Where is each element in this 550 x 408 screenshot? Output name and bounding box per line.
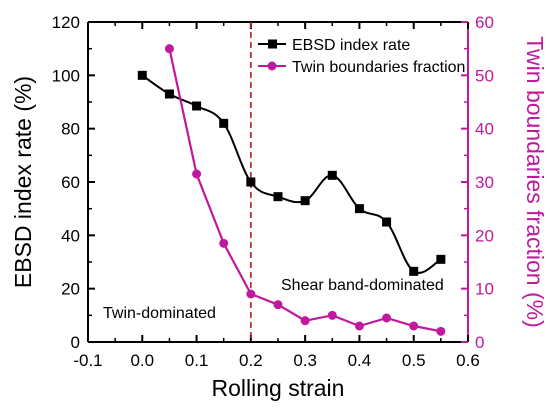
x-tick-label: 0.0 (130, 351, 154, 370)
twin-point (382, 313, 392, 323)
ebsd-point (409, 266, 419, 276)
y-right-tick-label: 30 (475, 173, 494, 192)
x-tick-label: 0.3 (293, 351, 317, 370)
ebsd-point (219, 118, 229, 128)
legend-label-ebsd: EBSD index rate (292, 37, 410, 54)
y-left-tick-label: 100 (52, 66, 80, 85)
ebsd-point (192, 101, 202, 111)
y-left-tick-label: 40 (61, 226, 80, 245)
y-left-tick-label: 80 (61, 120, 80, 139)
y-left-tick-label: 20 (61, 280, 80, 299)
ebsd-point (164, 89, 174, 99)
y-right-tick-label: 10 (475, 280, 494, 299)
y-left-tick-label: 0 (71, 333, 80, 352)
twin-point (327, 310, 337, 320)
y-right-axis-title: Twin boundaries fraction (%) (522, 36, 548, 327)
x-tick-label: -0.1 (73, 351, 102, 370)
twin-point (409, 321, 419, 331)
x-tick-label: 0.5 (402, 351, 426, 370)
y-right-tick-label: 0 (475, 333, 484, 352)
x-tick-label: 0.6 (456, 351, 480, 370)
y-left-tick-label: 60 (61, 173, 80, 192)
y-right-tick-label: 20 (475, 226, 494, 245)
twin-point (246, 289, 256, 299)
ebsd-point (382, 217, 392, 227)
x-tick-label: 0.1 (185, 351, 209, 370)
y-right-tick-label: 40 (475, 120, 494, 139)
ebsd-point (246, 177, 256, 187)
y-right-tick-label: 60 (475, 13, 494, 32)
twin-point (436, 326, 446, 336)
ebsd-point (436, 254, 446, 264)
twin-point (164, 44, 174, 54)
twin-point (354, 321, 364, 331)
x-tick-label: 0.4 (348, 351, 372, 370)
legend-label-twin: Twin boundaries fraction (292, 59, 465, 76)
ebsd-point (354, 204, 364, 214)
ebsd-series-line (141, 74, 442, 274)
y-right-tick-label: 50 (475, 66, 494, 85)
twin-point (273, 300, 283, 310)
ebsd-point (300, 196, 310, 206)
twin-point (300, 316, 310, 326)
annotation-shear-band-dominated: Shear band-dominated (281, 277, 444, 294)
twin-point (219, 238, 229, 248)
y-left-axis-title: EBSD index rate (%) (10, 76, 36, 288)
ebsd-point (327, 170, 337, 180)
ebsd-point (137, 70, 147, 80)
x-axis-title: Rolling strain (212, 375, 345, 401)
legend-marker-ebsd (268, 39, 277, 49)
twin-point (192, 169, 202, 179)
annotation-twin-dominated: Twin-dominated (103, 305, 216, 322)
y-left-tick-label: 120 (52, 13, 80, 32)
x-tick-label: 0.2 (239, 351, 263, 370)
legend-marker-twin (267, 61, 277, 71)
ebsd-point (273, 192, 283, 202)
